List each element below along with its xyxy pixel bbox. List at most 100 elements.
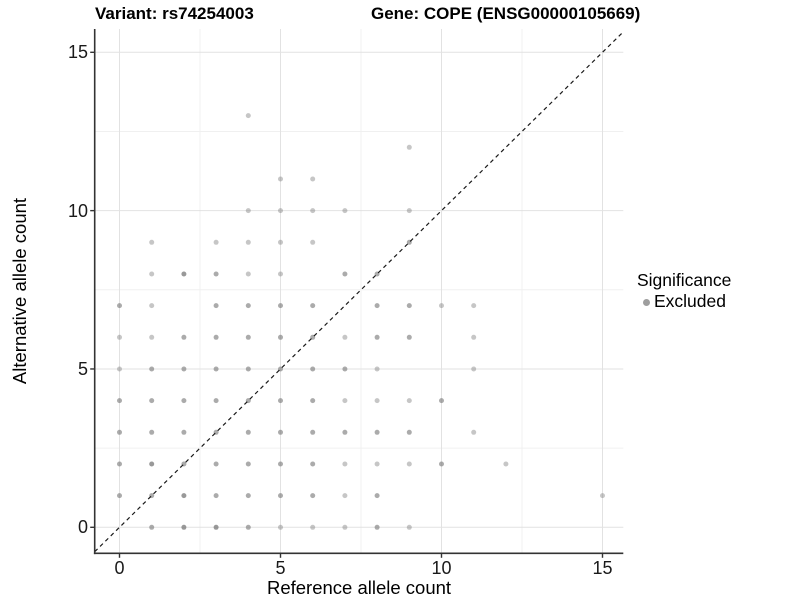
- data-point: [149, 429, 155, 435]
- data-point: [181, 334, 187, 340]
- data-point: [310, 461, 316, 467]
- data-point: [439, 303, 444, 309]
- data-point: [374, 303, 380, 309]
- data-point: [342, 461, 348, 467]
- data-point: [310, 303, 316, 309]
- data-point: [213, 398, 219, 404]
- data-point: [245, 303, 251, 309]
- data-point: [310, 366, 316, 372]
- data-point: [278, 334, 283, 340]
- data-point: [117, 303, 122, 309]
- data-point: [439, 461, 444, 467]
- data-point: [278, 398, 283, 404]
- data-point: [213, 239, 219, 245]
- data-point: [278, 461, 283, 467]
- data-point: [278, 208, 283, 214]
- data-point: [181, 493, 187, 499]
- data-point: [310, 493, 316, 499]
- data-point: [149, 271, 155, 277]
- y-tick-label: 15: [67, 42, 88, 63]
- data-point: [245, 271, 251, 277]
- data-point: [406, 303, 412, 309]
- data-point: [278, 429, 283, 435]
- data-point: [213, 303, 219, 309]
- data-point: [503, 461, 509, 467]
- y-axis-title: Alternative allele count: [9, 197, 30, 385]
- data-point: [245, 366, 251, 372]
- data-point: [149, 334, 155, 340]
- data-point: [374, 524, 380, 530]
- data-point: [117, 366, 122, 372]
- data-point: [342, 429, 348, 435]
- x-tick-label: 0: [114, 558, 125, 578]
- data-point: [439, 398, 444, 404]
- data-point: [406, 461, 412, 467]
- data-point: [213, 271, 219, 277]
- data-point: [600, 493, 605, 499]
- x-tick-label: 15: [592, 558, 613, 578]
- data-point: [278, 239, 283, 245]
- data-point: [342, 366, 348, 372]
- data-point: [117, 429, 122, 435]
- data-point: [181, 271, 187, 277]
- identity-line: [94, 31, 624, 553]
- data-point: [117, 398, 122, 404]
- data-point: [342, 334, 348, 340]
- data-point: [471, 303, 477, 309]
- data-point: [149, 366, 155, 372]
- data-point: [245, 461, 251, 467]
- data-point: [245, 113, 251, 119]
- y-tick-label: 5: [77, 358, 88, 379]
- data-point: [310, 429, 316, 435]
- data-point: [213, 493, 219, 499]
- data-point: [181, 429, 187, 435]
- data-point: [149, 398, 155, 404]
- data-point: [374, 366, 380, 372]
- plot-title-gene: Gene: COPE (ENSG00000105669): [371, 4, 641, 23]
- data-point: [245, 524, 251, 530]
- data-point: [278, 493, 283, 499]
- data-point: [181, 524, 187, 530]
- data-point: [149, 461, 155, 467]
- data-point: [471, 334, 477, 340]
- data-point: [342, 208, 348, 214]
- data-point: [374, 493, 380, 499]
- data-point: [245, 493, 251, 499]
- data-point: [342, 271, 348, 277]
- data-point: [374, 334, 380, 340]
- data-point: [245, 208, 251, 214]
- data-point: [213, 366, 219, 372]
- data-point: [245, 334, 251, 340]
- data-point: [374, 429, 380, 435]
- legend-item-label: Excluded: [654, 291, 726, 311]
- x-tick-label: 5: [275, 558, 286, 578]
- data-point: [181, 366, 187, 372]
- y-tick-label: 10: [67, 200, 88, 221]
- data-point: [342, 524, 348, 530]
- legend-title: Significance: [637, 270, 732, 290]
- data-point: [149, 239, 155, 245]
- data-point: [245, 429, 251, 435]
- data-point: [406, 398, 412, 404]
- data-point: [213, 461, 219, 467]
- data-point: [117, 493, 122, 499]
- data-point: [374, 461, 380, 467]
- data-point: [310, 398, 316, 404]
- data-point: [471, 429, 477, 435]
- data-point: [342, 398, 348, 404]
- data-point: [374, 398, 380, 404]
- x-tick-label: 10: [431, 558, 452, 578]
- y-tick-label: 0: [77, 517, 88, 538]
- data-point: [278, 303, 283, 309]
- data-point: [278, 271, 283, 277]
- data-point: [406, 429, 412, 435]
- data-point: [310, 176, 316, 182]
- legend-item-excluded: Excluded: [643, 291, 726, 312]
- data-point: [342, 493, 348, 499]
- data-point: [245, 239, 251, 245]
- data-point: [181, 398, 187, 404]
- data-point: [406, 334, 412, 340]
- legend-dot-icon: [643, 299, 650, 307]
- data-point: [117, 461, 122, 467]
